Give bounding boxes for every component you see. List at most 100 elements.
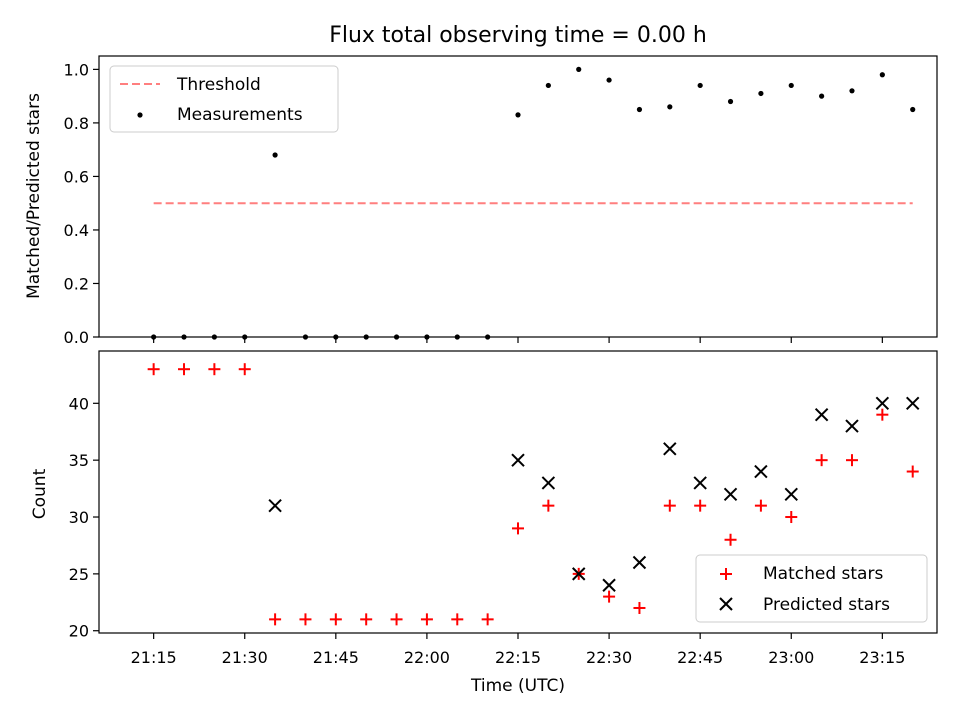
x-tick-label: 21:45 bbox=[313, 648, 359, 667]
measurement-point bbox=[181, 334, 187, 340]
legend-matched-label: Matched stars bbox=[763, 564, 883, 584]
matched-point bbox=[542, 499, 555, 512]
matched-point bbox=[633, 601, 646, 614]
predicted-point bbox=[723, 487, 738, 501]
predicted-point bbox=[754, 464, 768, 479]
predicted-point bbox=[845, 419, 859, 433]
predicted-point bbox=[693, 476, 707, 490]
measurement-point bbox=[151, 334, 157, 340]
legend-threshold-label: Threshold bbox=[176, 75, 261, 95]
bottom-legend-box bbox=[695, 554, 928, 623]
predicted-point bbox=[784, 487, 798, 501]
x-tick-label: 21:15 bbox=[131, 648, 177, 667]
top-legend: Threshold Measurements bbox=[109, 65, 339, 133]
measurement-point bbox=[454, 334, 460, 340]
matched-point bbox=[724, 533, 737, 546]
top-y-tick-label: 0.4 bbox=[64, 221, 89, 240]
top-chart-title: Flux total observing time = 0.00 h bbox=[329, 23, 707, 48]
predicted-point bbox=[268, 498, 282, 513]
x-axis-label: Time (UTC) bbox=[470, 676, 565, 696]
bottom-y-tick-label: 40 bbox=[69, 394, 89, 413]
matched-point bbox=[815, 454, 828, 467]
top-y-tick-label: 0.6 bbox=[64, 167, 89, 186]
predicted-point bbox=[632, 555, 647, 570]
measurement-point bbox=[727, 98, 734, 105]
measurement-point bbox=[576, 66, 582, 72]
measurement-point bbox=[424, 334, 430, 340]
bottom-y-axis-label: Count bbox=[30, 468, 50, 519]
predicted-point bbox=[602, 578, 616, 592]
matched-point bbox=[785, 511, 798, 524]
predicted-point bbox=[663, 442, 677, 456]
measurement-point bbox=[879, 72, 885, 78]
bottom-legend: Matched stars Predicted stars bbox=[695, 554, 928, 623]
bottom-y-tick-label: 25 bbox=[69, 565, 89, 584]
predicted-point bbox=[572, 567, 586, 581]
measurement-point bbox=[272, 152, 278, 158]
x-tick-label: 22:45 bbox=[677, 648, 723, 667]
matched-point bbox=[876, 408, 889, 421]
bottom-y-tick-label: 20 bbox=[69, 622, 89, 641]
measurement-point bbox=[545, 82, 551, 89]
legend-predicted-label: Predicted stars bbox=[763, 595, 890, 615]
matched-point bbox=[269, 613, 282, 626]
matched-point bbox=[512, 522, 524, 535]
measurement-point bbox=[697, 82, 703, 89]
matched-point bbox=[420, 613, 433, 626]
bottom-x-ticks: 21:15 21:30 21:45 22:00 22:15 22:30 22:45 23:00… bbox=[131, 633, 905, 667]
x-tick-label: 22:30 bbox=[586, 648, 632, 667]
matched-point bbox=[603, 590, 616, 603]
legend-predicted-swatch bbox=[719, 597, 733, 611]
measurement-point bbox=[636, 106, 643, 113]
top-y-tick-label: 1.0 bbox=[64, 60, 89, 79]
matched-point bbox=[390, 613, 403, 626]
count-points bbox=[147, 363, 920, 626]
bottom-y-tick-label: 30 bbox=[69, 508, 89, 527]
x-tick-label: 23:00 bbox=[768, 648, 814, 667]
top-y-tick-label: 0.0 bbox=[64, 328, 89, 347]
matched-point bbox=[299, 613, 312, 626]
predicted-point bbox=[541, 476, 556, 490]
matched-point bbox=[845, 454, 858, 467]
measurement-point bbox=[363, 334, 369, 340]
measurement-point bbox=[606, 77, 612, 83]
matched-point bbox=[663, 499, 676, 512]
measurement-point bbox=[819, 93, 825, 99]
bottom-y-ticks: 20 25 30 35 40 bbox=[69, 394, 99, 641]
matched-point bbox=[208, 363, 221, 376]
legend-measurements-swatch bbox=[137, 112, 143, 118]
top-legend-box bbox=[109, 65, 339, 133]
measurement-point bbox=[333, 334, 339, 340]
top-y-ticks: 0.0 0.2 0.4 0.6 0.8 1.0 bbox=[64, 60, 99, 347]
matched-point bbox=[694, 499, 707, 512]
legend-measurements-label: Measurements bbox=[177, 105, 303, 125]
matched-point bbox=[329, 613, 342, 626]
bottom-y-tick-label: 35 bbox=[69, 451, 89, 470]
measurement-point bbox=[302, 334, 309, 340]
measurement-point bbox=[211, 334, 217, 340]
top-y-tick-label: 0.8 bbox=[64, 114, 89, 133]
measurement-point bbox=[485, 334, 491, 340]
measurement-point bbox=[242, 334, 248, 340]
top-y-tick-label: 0.2 bbox=[64, 274, 89, 293]
measurements-points bbox=[151, 66, 916, 340]
measurement-point bbox=[758, 90, 764, 97]
x-tick-label: 21:30 bbox=[222, 648, 268, 667]
matched-point bbox=[451, 613, 464, 626]
predicted-point bbox=[906, 396, 920, 411]
matched-point bbox=[238, 363, 251, 376]
matched-point bbox=[178, 363, 191, 376]
matched-point bbox=[147, 363, 160, 376]
matched-point bbox=[360, 613, 373, 626]
top-panel: 0.0 0.2 0.4 0.6 0.8 1.0 Matched/Predicted sta… bbox=[24, 55, 938, 347]
x-tick-label: 22:15 bbox=[495, 648, 541, 667]
matched-point bbox=[754, 499, 767, 512]
predicted-point bbox=[511, 453, 525, 467]
matched-point bbox=[906, 465, 919, 478]
predicted-point bbox=[814, 407, 829, 422]
measurement-point bbox=[393, 334, 400, 340]
legend-matched-swatch bbox=[720, 568, 732, 580]
matched-point bbox=[481, 613, 494, 626]
predicted-point bbox=[875, 396, 890, 411]
